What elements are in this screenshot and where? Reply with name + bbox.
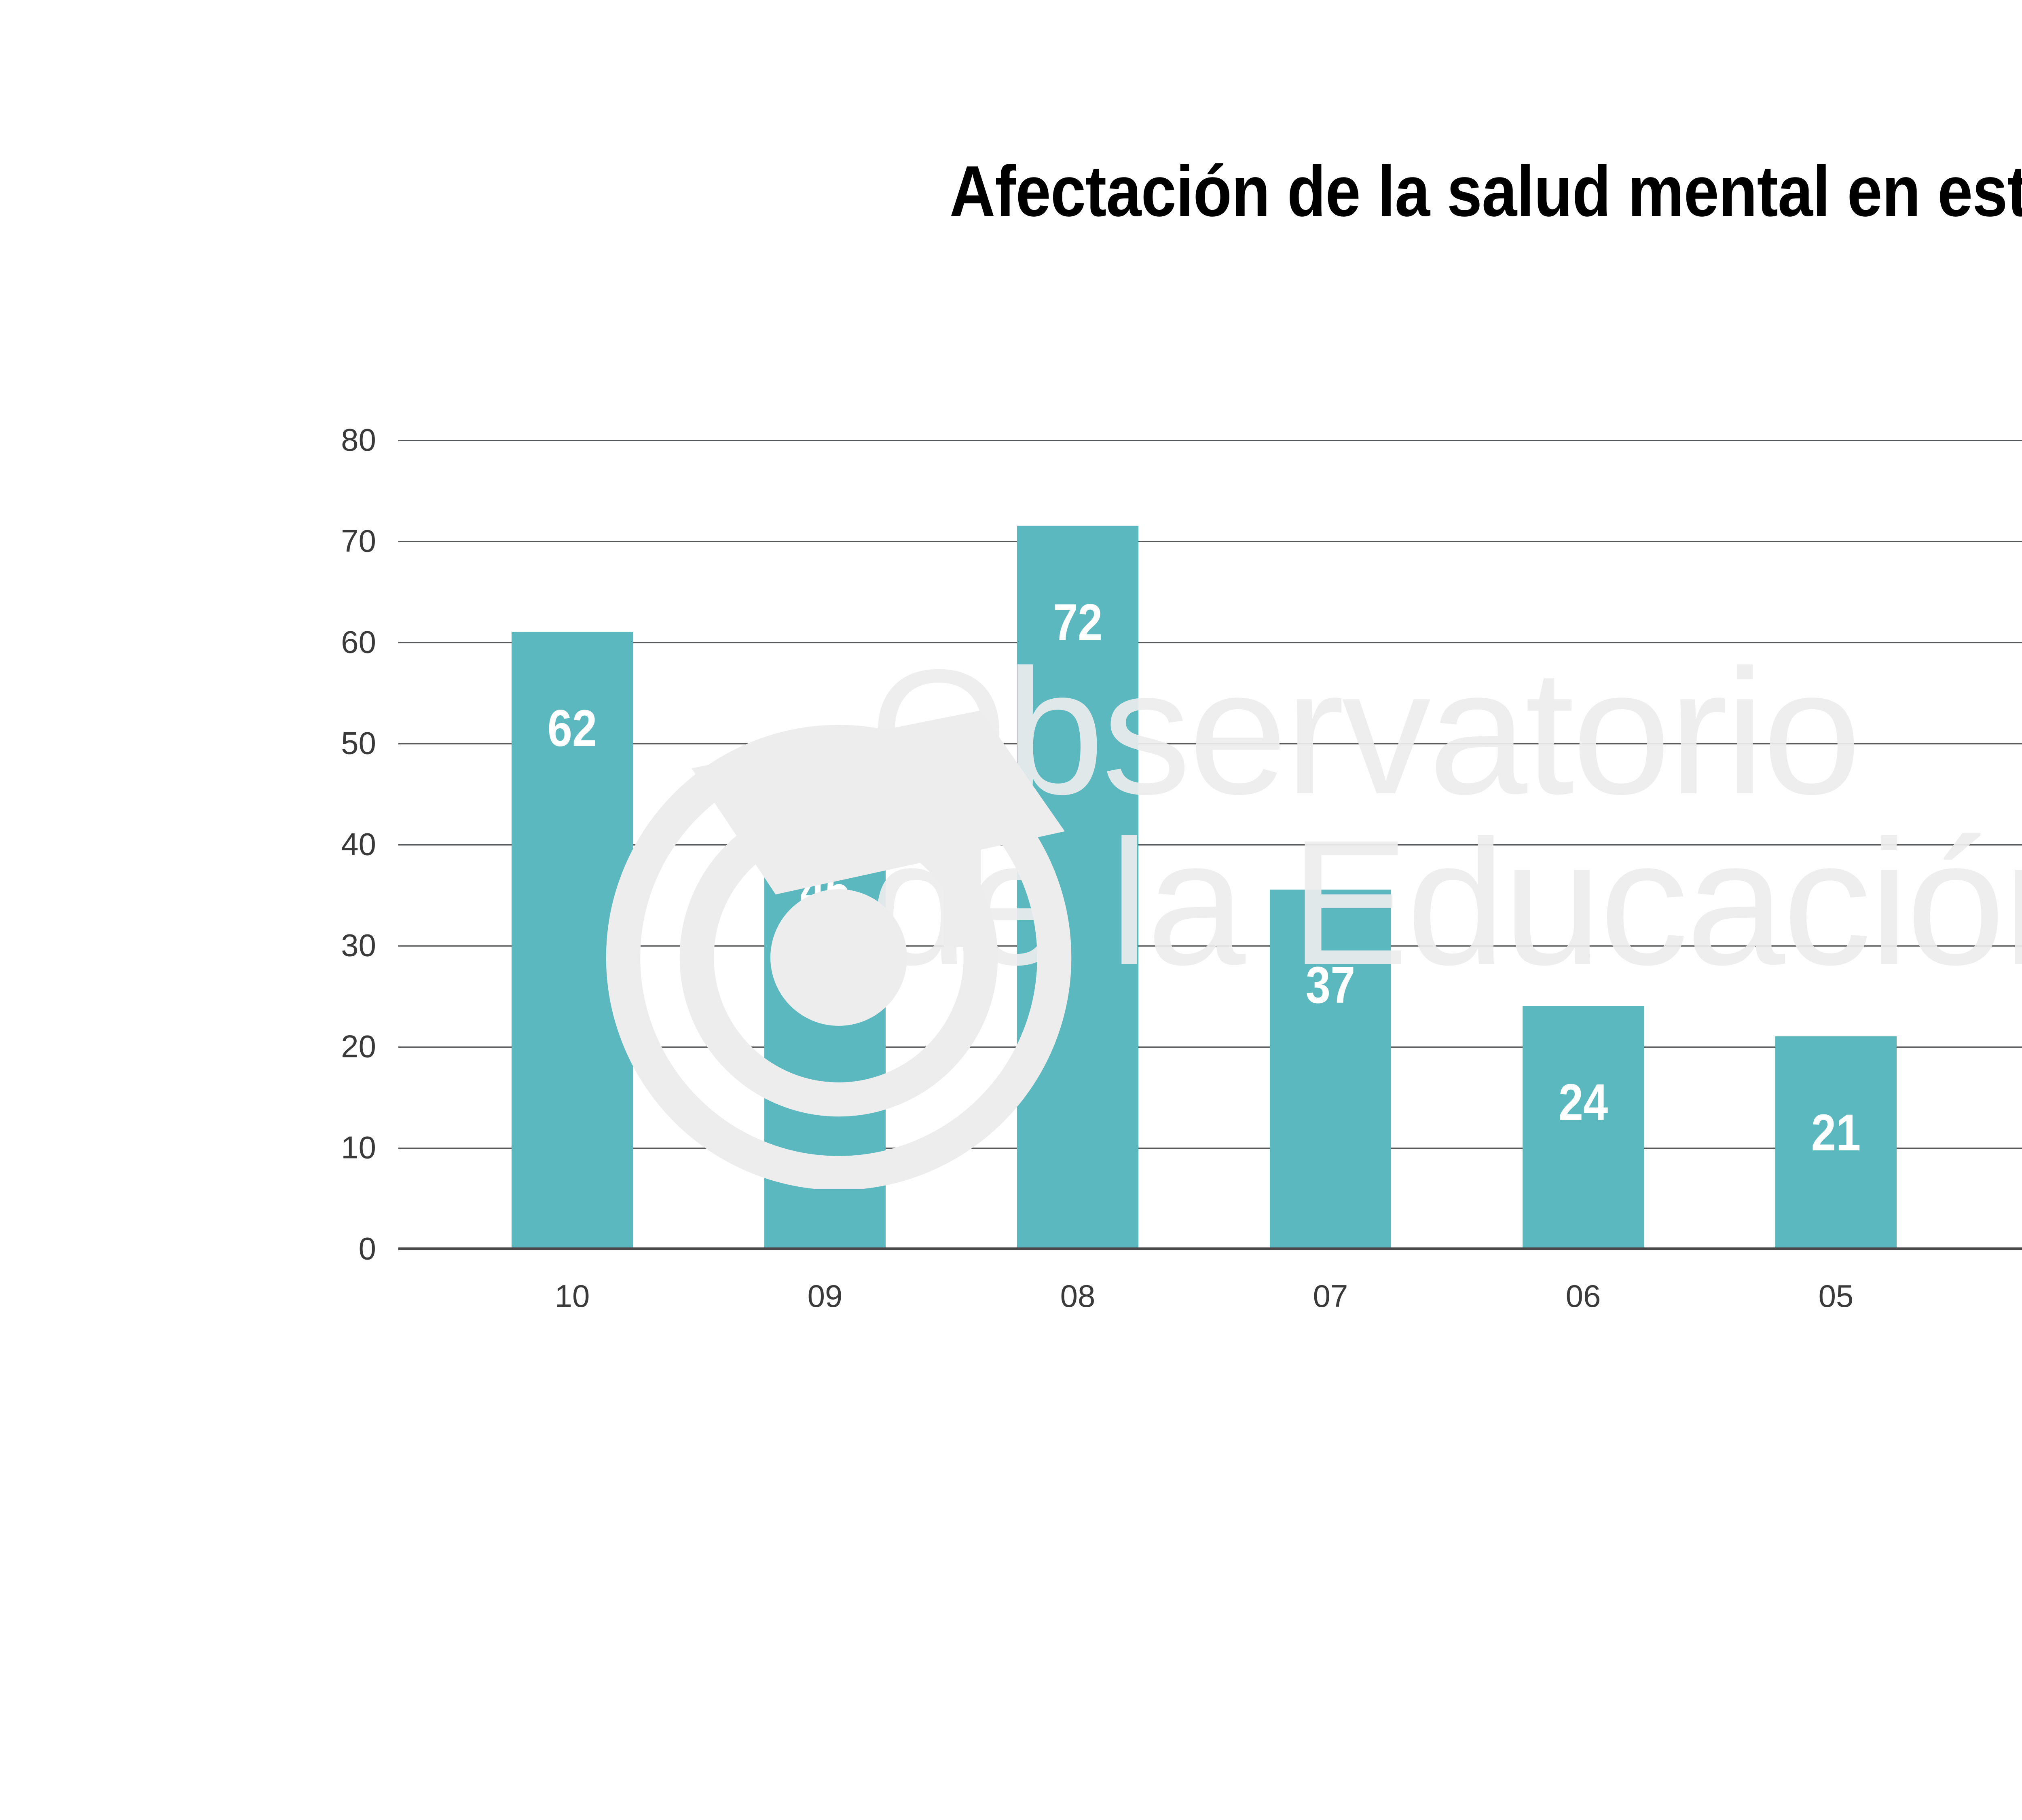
x-tick-label-09: 09	[807, 1278, 843, 1314]
bar-series: 62 45 72 37 24 21 1 5 3 5	[398, 440, 2022, 1249]
gridline-60	[398, 642, 2022, 643]
bar-value-label-10: 62	[547, 700, 597, 757]
page-title: Afectación de la salud mental en estudia…	[950, 151, 2022, 231]
gridline-50	[398, 743, 2022, 744]
y-tick-label: 50	[341, 725, 376, 761]
gridline-70	[398, 541, 2022, 542]
y-tick-label: 10	[341, 1129, 376, 1165]
bar-value-label-05: 21	[1811, 1104, 1861, 1162]
bar-05[interactable]	[1775, 1036, 1897, 1249]
x-tick-label-07: 07	[1313, 1278, 1348, 1314]
x-tick-label-10: 10	[554, 1278, 590, 1314]
x-tick-label-06: 06	[1565, 1278, 1601, 1314]
bar-value-label-08: 72	[1053, 594, 1103, 651]
bar-value-label-09: 45	[800, 861, 850, 919]
gridline-80	[398, 440, 2022, 441]
x-tick-label-08: 08	[1060, 1278, 1096, 1314]
y-tick-label: 70	[341, 523, 376, 559]
y-tick-label: 40	[341, 826, 376, 862]
x-axis-labels: 10 09 08 07 06 05 04 03 02 01	[398, 1278, 2022, 1330]
bar-value-label-07: 37	[1305, 956, 1356, 1014]
gridline-30	[398, 945, 2022, 947]
bar-06[interactable]	[1523, 1006, 1644, 1249]
gridline-20	[398, 1046, 2022, 1048]
x-tick-label-05: 05	[1818, 1278, 1854, 1314]
plot-area	[398, 440, 2022, 1249]
bar-07[interactable]	[1270, 890, 1391, 1249]
gridline-40	[398, 844, 2022, 846]
y-tick-label: 30	[341, 927, 376, 963]
gridline-10	[398, 1148, 2022, 1149]
y-tick-label: 20	[341, 1028, 376, 1064]
y-tick-label: 60	[341, 624, 376, 660]
y-axis-labels: 80 70 60 50 40 30 20 10 0	[226, 422, 376, 1266]
bar-value-label-06: 24	[1558, 1074, 1608, 1131]
x-axis-line	[398, 1247, 2022, 1250]
y-tick-label: 80	[341, 422, 376, 458]
y-tick-label: 0	[358, 1230, 376, 1266]
